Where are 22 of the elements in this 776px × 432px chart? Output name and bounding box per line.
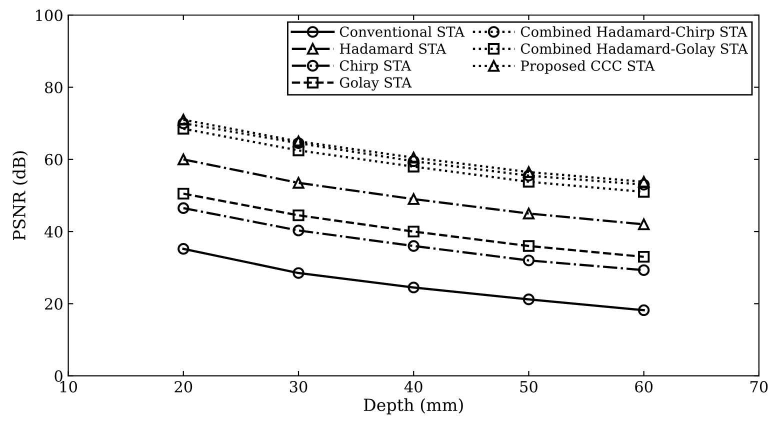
y-tick-label: 0 <box>54 370 62 382</box>
x-tick-label: 70 <box>750 380 768 393</box>
x-tick-label: 20 <box>174 380 192 393</box>
legend-label: Hadamard STA <box>340 43 446 54</box>
x-tick-label: 30 <box>290 380 308 393</box>
x-tick-label: 40 <box>404 380 422 393</box>
legend-label: Combined Hadamard-Chirp STA <box>520 26 748 40</box>
legend-label: Proposed CCC STA <box>520 60 655 74</box>
x-tick-label: 60 <box>635 380 653 393</box>
x-tick-label: 10 <box>60 380 77 393</box>
y-tick-label: 20 <box>45 298 62 310</box>
legend-label: Chirp STA <box>340 60 412 74</box>
y-tick-label: 60 <box>45 154 62 166</box>
x-tick-label: 50 <box>520 380 538 393</box>
y-tick-label: 100 <box>36 10 62 22</box>
y-tick-label: 80 <box>45 82 62 94</box>
legend-label: Combined Hadamard-Golay STA <box>520 43 748 57</box>
y-axis-title: PSNR (dB) <box>12 151 28 240</box>
legend-label: Golay STA <box>340 76 412 91</box>
y-tick-label: 40 <box>44 226 62 238</box>
x-axis-title: Depth (mm) <box>364 398 463 414</box>
legend-label: Conventional STA <box>340 26 465 37</box>
